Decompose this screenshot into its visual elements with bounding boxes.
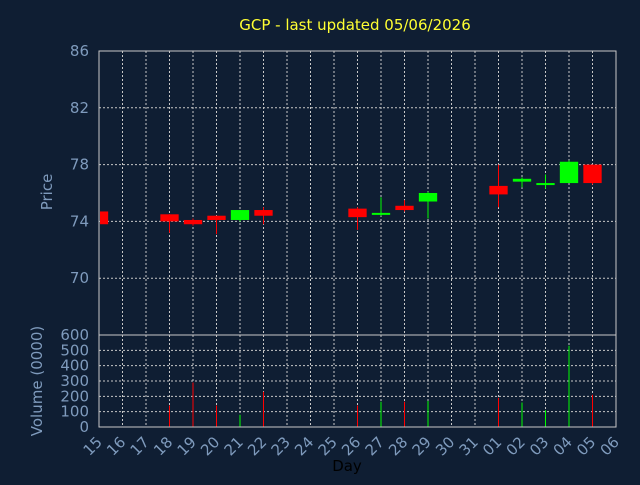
- x-tick-labels: 1516171819202122232425262728293031010203…: [80, 433, 623, 459]
- price-tick-label: 70: [70, 269, 89, 287]
- x-tick-label: 02: [503, 433, 529, 459]
- x-tick-label: 23: [268, 433, 294, 459]
- x-tick-label: 06: [597, 433, 623, 459]
- candle-body: [583, 164, 602, 184]
- x-tick-label: 21: [221, 433, 247, 459]
- candle-body: [100, 211, 109, 225]
- volume-tick-label: 600: [60, 326, 89, 344]
- price-tick-label: 78: [70, 156, 89, 174]
- volume-tick-label: 0: [79, 418, 89, 436]
- x-tick-label: 27: [362, 433, 388, 459]
- price-grid: [99, 51, 616, 335]
- x-tick-label: 05: [573, 433, 599, 459]
- x-tick-label: 26: [338, 433, 364, 459]
- x-tick-label: 17: [127, 433, 153, 459]
- candle-body: [183, 219, 203, 225]
- x-tick-label: 15: [80, 433, 106, 459]
- x-tick-label: 16: [103, 433, 129, 459]
- candle-body: [395, 205, 414, 211]
- candle-body: [230, 210, 250, 220]
- candle-body: [371, 212, 391, 215]
- candle-body: [489, 185, 508, 195]
- x-tick-label: 31: [456, 433, 482, 459]
- price-tick-labels: 70 74 78 82 86: [70, 42, 89, 287]
- volume-tick-label: 200: [60, 387, 89, 405]
- candle-body: [512, 178, 532, 182]
- volume-tick-label: 300: [60, 372, 89, 390]
- candle-body: [207, 215, 226, 220]
- volume-tick-label: 500: [60, 341, 89, 359]
- price-tick-label: 82: [70, 99, 89, 117]
- x-tick-label: 24: [291, 433, 317, 459]
- x-tick-label: 30: [432, 433, 458, 459]
- volume-panel-frame: [98, 334, 617, 428]
- candle-body: [536, 183, 555, 186]
- x-tick-label: 25: [315, 433, 341, 459]
- candle-body: [348, 208, 367, 218]
- candle-body: [418, 193, 438, 202]
- volume-bars: [169, 345, 593, 427]
- volume-tick-label: 400: [60, 357, 89, 375]
- volume-axis-label: Volume (0000): [28, 326, 46, 436]
- price-tick-label: 74: [70, 212, 89, 230]
- candlesticks: [98, 160, 602, 235]
- chart-title: GCP - last updated 05/06/2026: [239, 16, 471, 34]
- volume-tick-label: 100: [60, 403, 89, 421]
- price-axis-label: Price: [38, 174, 56, 211]
- x-axis-label: Day: [332, 457, 362, 475]
- x-tick-label: 18: [150, 433, 176, 459]
- x-tick-label: 29: [409, 433, 435, 459]
- x-tick-label: 22: [244, 433, 270, 459]
- x-tick-label: 28: [385, 433, 411, 459]
- x-tick-label: 20: [197, 433, 223, 459]
- x-tick-label: 01: [479, 433, 505, 459]
- price-tick-label: 86: [70, 42, 89, 60]
- candle-body: [160, 214, 179, 222]
- candle-body: [559, 161, 579, 184]
- candle-body: [254, 210, 273, 216]
- x-tick-label: 04: [550, 433, 576, 459]
- x-tick-label: 03: [526, 433, 552, 459]
- x-tick-label: 19: [174, 433, 200, 459]
